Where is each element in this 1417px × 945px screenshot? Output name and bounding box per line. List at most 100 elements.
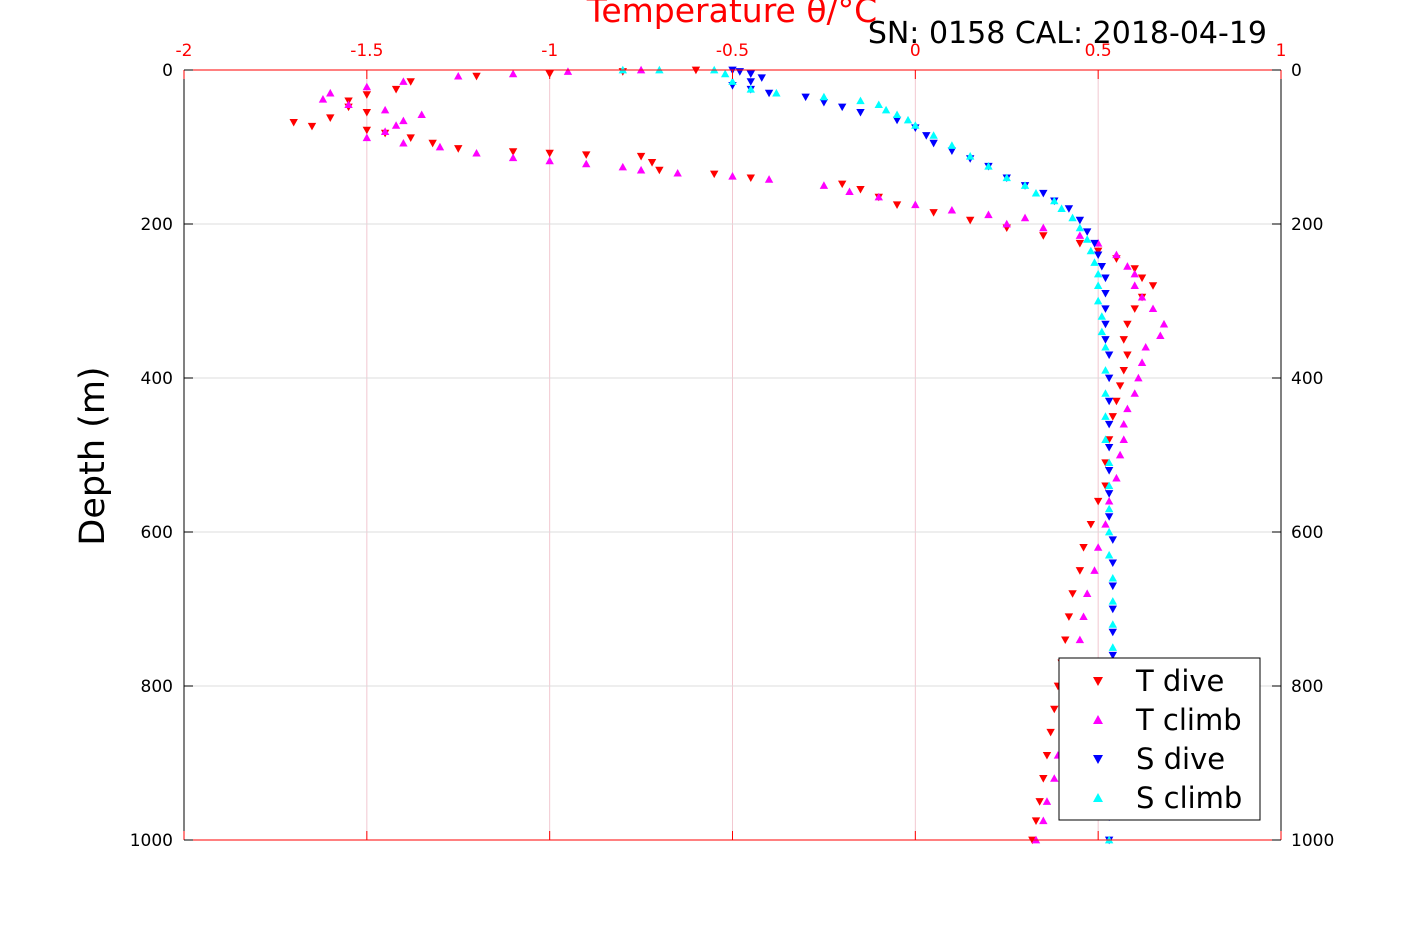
data-point <box>1123 404 1132 413</box>
data-point <box>545 156 554 165</box>
data-point <box>1039 232 1048 240</box>
data-point <box>1104 420 1114 429</box>
legend-label: S climb <box>1136 781 1242 815</box>
data-point <box>326 114 335 122</box>
data-point <box>618 162 627 171</box>
legend-box <box>1058 657 1261 821</box>
data-point <box>720 69 730 78</box>
data-point <box>1101 366 1110 374</box>
y-tick-label-right: 1000 <box>1291 831 1334 851</box>
data-point <box>362 108 372 117</box>
data-point <box>563 67 573 75</box>
y-tick-label-left: 400 <box>141 369 173 389</box>
data-point <box>1082 589 1092 597</box>
data-point <box>1119 420 1128 428</box>
data-point <box>764 175 774 183</box>
data-point <box>1079 544 1088 552</box>
data-point <box>1086 520 1096 529</box>
data-point <box>1002 173 1011 182</box>
data-point <box>673 168 682 177</box>
data-point <box>1130 269 1139 278</box>
data-point <box>1104 458 1114 467</box>
data-point <box>1112 473 1121 482</box>
data-point <box>965 152 975 160</box>
data-point <box>746 70 755 79</box>
y-tick-label-right: 400 <box>1291 369 1323 389</box>
data-point <box>1108 605 1117 614</box>
data-point <box>710 170 719 179</box>
data-point <box>472 72 481 81</box>
data-point <box>428 139 437 148</box>
data-point <box>1086 246 1096 255</box>
data-point <box>1093 251 1103 259</box>
data-point <box>1104 490 1114 498</box>
data-point <box>435 142 445 151</box>
data-point <box>1108 620 1117 628</box>
data-point <box>1104 527 1114 536</box>
data-point <box>289 119 298 127</box>
data-point <box>1068 213 1077 222</box>
data-point <box>1123 262 1132 270</box>
data-point <box>1097 262 1107 271</box>
data-point <box>1031 189 1041 197</box>
x-tick-label: -1.5 <box>350 41 383 61</box>
data-point <box>1090 239 1099 248</box>
data-point <box>947 141 957 149</box>
x-tick-label: 0.5 <box>1085 41 1112 61</box>
x-tick-label: 1 <box>1276 41 1287 61</box>
data-point <box>1101 482 1110 490</box>
data-point <box>1137 358 1147 366</box>
y-tick-label-left: 1000 <box>130 831 173 851</box>
data-point <box>947 205 957 214</box>
x-tick-label: 0 <box>910 41 921 61</box>
data-point <box>1090 566 1099 574</box>
legend: T dive T climb S dive S climb <box>1058 657 1261 821</box>
data-point <box>508 148 518 156</box>
axes <box>183 69 1282 841</box>
data-point <box>746 174 755 182</box>
data-point <box>1108 643 1117 651</box>
data-point <box>508 153 518 162</box>
data-point <box>582 151 591 159</box>
data-point <box>1108 574 1117 582</box>
data-point <box>1079 612 1088 621</box>
data-point <box>1082 235 1092 243</box>
data-point <box>881 105 891 114</box>
legend-marker <box>1093 793 1103 802</box>
data-point <box>892 116 902 125</box>
data-point <box>1104 374 1114 383</box>
data-point <box>1039 223 1048 232</box>
data-point <box>362 126 372 135</box>
data-point <box>1002 219 1011 228</box>
data-point <box>1101 412 1110 420</box>
data-point <box>380 127 390 135</box>
data-point <box>1093 497 1103 506</box>
data-point <box>838 103 847 112</box>
data-point <box>1108 413 1117 421</box>
data-point <box>1104 481 1114 490</box>
y-tick-label-left: 0 <box>162 61 173 81</box>
data-point <box>472 148 481 157</box>
data-point <box>1104 436 1114 444</box>
data-point <box>362 82 372 91</box>
data-point <box>1108 582 1117 591</box>
data-point <box>1101 435 1110 443</box>
data-point <box>856 108 865 117</box>
data-point <box>1104 443 1114 452</box>
data-point <box>1112 397 1121 406</box>
data-point <box>1119 336 1128 344</box>
data-point <box>1108 651 1117 660</box>
y-tick-label-right: 0 <box>1291 61 1302 81</box>
data-point <box>874 192 883 201</box>
data-point <box>856 185 865 194</box>
data-point <box>1101 320 1110 329</box>
y-tick-label-left: 200 <box>141 215 173 235</box>
data-point <box>838 180 847 189</box>
y-tick-label-right: 800 <box>1291 677 1323 697</box>
data-point <box>772 88 781 97</box>
y-tick-label-left: 600 <box>141 523 173 543</box>
x-axis-title: Temperature θ/°C <box>586 0 877 30</box>
data-point <box>406 134 415 142</box>
data-point <box>1101 389 1110 397</box>
data-point <box>764 89 774 98</box>
